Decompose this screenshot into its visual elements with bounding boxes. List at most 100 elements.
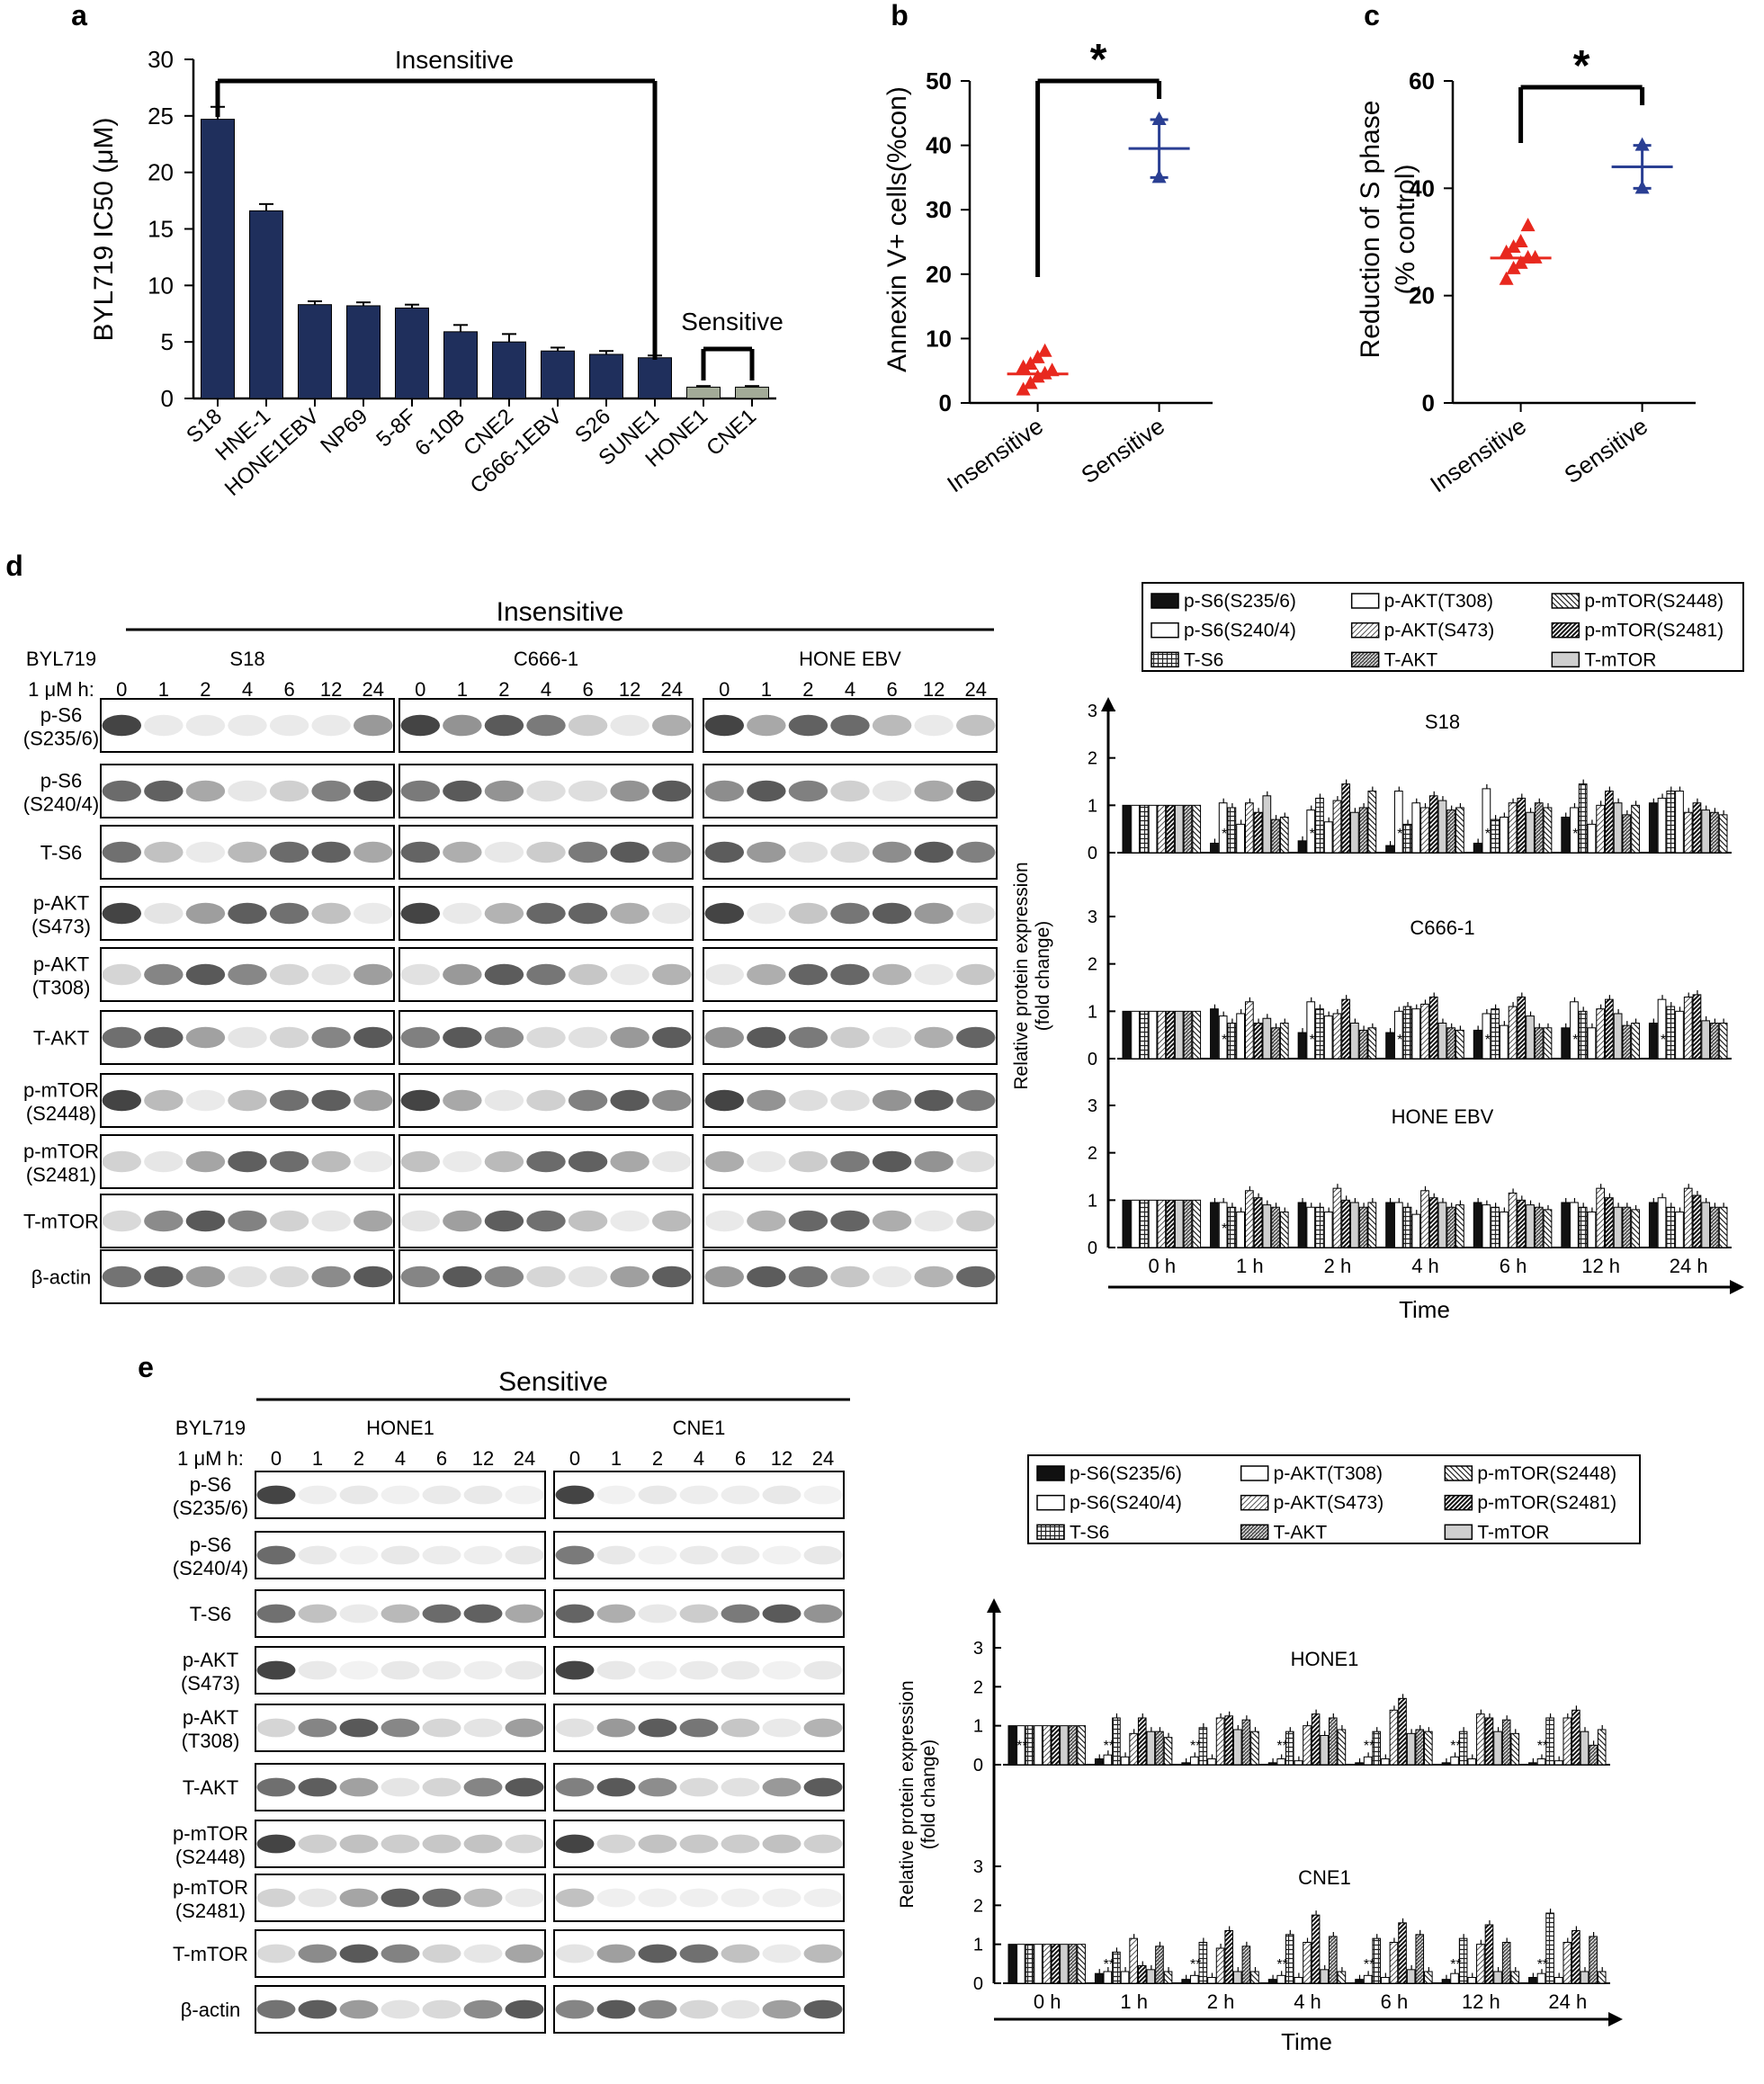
panel_e-band: [463, 1660, 503, 1680]
panel_d-sub-bar: [1210, 842, 1219, 854]
panel_d-sub-bar: [1473, 842, 1482, 854]
panel_e-sub-bar: [1355, 1979, 1364, 1984]
panel_d-band: [955, 902, 996, 925]
panel_e-band: [762, 1888, 801, 1908]
panel_e-protein-label: β-actin: [181, 1999, 240, 2021]
panel_d-band: [872, 1266, 912, 1288]
chart-a-ytick-label: 20: [148, 159, 174, 186]
panel_e-band: [721, 1777, 760, 1797]
panel_d-band: [144, 902, 184, 925]
panel_d-band: [353, 902, 393, 925]
panel_d-timepoint-label: 0: [116, 678, 127, 701]
panel_d-sub-bar: [1131, 804, 1140, 854]
panel_d-band: [747, 1026, 786, 1049]
panel_d-sub-bar: [1341, 998, 1351, 1060]
panel_e-band: [463, 1718, 503, 1738]
panel_e-protein-label: T-S6: [190, 1603, 231, 1625]
panel_d-band: [400, 780, 441, 802]
panel_e-sub-bar: [1563, 1942, 1572, 1984]
panel_d-timepoint-label: 12: [619, 678, 640, 701]
panel_d-sub-bar: [1174, 1199, 1184, 1248]
panel_d-sub-bar: [1613, 802, 1623, 854]
panel_d-legend-label: T-AKT: [1384, 649, 1438, 670]
panel_d-sub-bar: [1526, 811, 1535, 854]
panel_d-timepoint-label: 2: [200, 678, 210, 701]
panel_d-sub-bar: [1482, 788, 1491, 854]
panel_d-sub-bar: [1657, 998, 1667, 1060]
panel_e-sub-bar: [1303, 1725, 1312, 1766]
panel_d-band: [830, 780, 870, 802]
panel_d-dose-label: 1 μM h:: [28, 678, 94, 701]
panel_d-band: [185, 1150, 226, 1173]
panel_d-sub-bar: [1297, 840, 1307, 854]
panel_e-protein-label: p-mTOR (S2448): [173, 1822, 248, 1868]
panel_e-band: [596, 1545, 636, 1565]
panel_d-sub-bar: [1446, 1027, 1456, 1060]
panel_d-band: [704, 963, 745, 986]
panel_d-band: [651, 780, 692, 802]
panel_d-sub-bar: [1482, 1204, 1491, 1248]
panel_d-band: [651, 714, 692, 737]
panel_e-legend-label: p-AKT(T308): [1274, 1463, 1383, 1484]
panel_d-sub-bar: [1631, 804, 1640, 854]
panel_d-band: [526, 902, 566, 925]
panel_e-sub-ytick-label: 2: [973, 1677, 983, 1697]
panel_e-band: [256, 1999, 296, 2019]
chart_b-insensitive-point: [1030, 349, 1045, 363]
panel_d-sub-bar: [1315, 797, 1324, 854]
panel_d-protein-label: p-mTOR (S2448): [23, 1079, 99, 1125]
panel_d-sub-bar: [1578, 1206, 1588, 1248]
panel_e-timepoint-label: 4: [694, 1447, 704, 1470]
panel_d-band: [353, 714, 393, 737]
panel_e-legend-swatch: [1444, 1465, 1473, 1481]
panel_d-band: [955, 1210, 996, 1232]
panel_d-band: [269, 1026, 309, 1049]
panel_d-x-arrowhead: [1730, 1280, 1744, 1294]
chart_c-insensitive-point: [1499, 271, 1514, 285]
panel_e-sub-bar: [1042, 1725, 1052, 1766]
panel_d-sub-bar: [1358, 1206, 1368, 1248]
panel_d-band: [914, 1150, 954, 1173]
panel_e-band: [422, 1888, 461, 1908]
panel_d-sub-bar: [1315, 1008, 1324, 1060]
panel_d-sub-bar: [1297, 1032, 1307, 1060]
panel_d-sub-bar: [1192, 1199, 1202, 1248]
panel_d-band: [526, 1026, 566, 1049]
chart-a-bar: [541, 350, 575, 399]
panel_e-sub-bar: [1294, 1977, 1303, 1984]
panel_e-time-label: 1 h: [1120, 1990, 1148, 2013]
panel_d-legend-swatch: [1350, 622, 1380, 639]
panel_d-protein-label: p-S6 (S235/6): [23, 704, 99, 750]
panel_d-band: [353, 1210, 393, 1232]
panel_d-cell-line-label: C666-1: [514, 648, 578, 670]
panel_e-sub-star: **: [1016, 1739, 1027, 1754]
panel_d-timepoint-label: 24: [964, 678, 986, 701]
panel_d-sub-bar: [1174, 1010, 1184, 1060]
panel_d-band: [228, 963, 267, 986]
panel_e-band: [762, 1999, 801, 2019]
panel_e-time-label: 0 h: [1034, 1990, 1061, 2013]
panel_d-band: [955, 963, 996, 986]
panel_e-time-label: 6 h: [1381, 1990, 1409, 2013]
panel_e-sub-bar: [1241, 1945, 1251, 1984]
panel_d-band: [144, 963, 184, 986]
panel_d-time-label: 4 h: [1411, 1255, 1439, 1277]
panel_d-sub-bar: [1587, 823, 1597, 854]
panel_d-sub-bar: [1666, 791, 1676, 854]
panel_d-band: [955, 1026, 996, 1049]
panel_d-band: [568, 841, 608, 863]
panel_e-band: [422, 1604, 461, 1623]
panel_e-sub-bar: [1250, 1731, 1259, 1766]
panel_e-sub-bar: [1563, 1717, 1572, 1766]
panel_d-band: [353, 841, 393, 863]
panel_e-sub-bar: [1129, 1732, 1138, 1766]
panel_d-sub-bar: [1718, 814, 1728, 854]
panel_e-sub-bar: [1034, 1944, 1043, 1984]
panel_d-sub-bar: [1341, 783, 1351, 854]
panel_d-sub-bar: [1428, 1197, 1438, 1248]
panel_e-band: [505, 1834, 544, 1854]
chart_c-ytick-label: 60: [1409, 67, 1435, 94]
panel_d-band: [185, 1026, 226, 1049]
panel_d-band: [610, 841, 649, 863]
